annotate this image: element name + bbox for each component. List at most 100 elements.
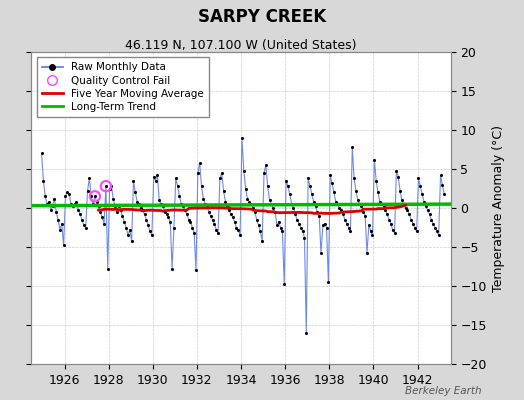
Point (190, 230, 199, 236)
Point (313, 209, 322, 215)
Point (420, 198, 428, 205)
Point (400, 201, 408, 207)
Point (321, 220, 329, 227)
Point (144, 222, 152, 228)
Point (377, 201, 386, 207)
Point (129, 178, 138, 184)
Point (173, 183, 182, 189)
Point (433, 228, 441, 234)
Point (228, 214, 237, 220)
Point (105, 185, 114, 192)
Point (142, 216, 150, 223)
Point (124, 232, 132, 238)
Point (401, 205, 410, 211)
Point (302, 330, 311, 336)
Point (164, 214, 172, 220)
Point (118, 213, 127, 219)
Point (333, 201, 342, 207)
Point (52, 209, 60, 215)
Point (326, 172, 334, 178)
Point (81, 224, 90, 231)
Point (115, 202, 123, 209)
Point (37, 150, 46, 156)
Point (138, 207, 147, 214)
Point (67, 201, 75, 207)
Point (175, 193, 183, 200)
Point (96, 209, 105, 215)
Point (310, 198, 318, 205)
Point (223, 203, 232, 210)
Point (392, 167, 401, 174)
Point (179, 203, 187, 210)
Point (265, 197, 274, 203)
Point (194, 170, 202, 176)
Point (283, 183, 292, 189)
Point (100, 220, 108, 227)
Point (425, 211, 434, 218)
Point (317, 250, 325, 256)
Point (72, 198, 81, 205)
Point (295, 220, 303, 227)
Point (429, 220, 438, 227)
Point (217, 170, 226, 176)
Point (177, 201, 185, 207)
Point (59, 242, 68, 249)
Point (131, 189, 139, 196)
Point (423, 207, 432, 214)
Point (308, 191, 316, 197)
Point (416, 183, 424, 189)
Point (249, 205, 257, 211)
Point (365, 222, 373, 228)
Point (236, 232, 244, 238)
Point (171, 175, 180, 182)
Point (407, 216, 416, 223)
Point (91, 193, 99, 200)
Point (344, 224, 353, 231)
Text: Berkeley Earth: Berkeley Earth (406, 386, 482, 396)
Point (54, 216, 62, 223)
Point (116, 207, 125, 214)
Point (65, 191, 73, 197)
Point (332, 198, 340, 205)
Point (210, 220, 219, 227)
Point (394, 174, 402, 180)
Point (372, 178, 380, 184)
Point (288, 201, 296, 207)
Point (155, 197, 163, 203)
Point (324, 279, 333, 285)
Point (322, 224, 331, 231)
Point (91, 193, 99, 200)
Point (418, 191, 427, 197)
Point (151, 178, 160, 184)
Point (422, 203, 430, 210)
Point (227, 211, 235, 218)
Point (104, 266, 112, 272)
Point (127, 238, 136, 244)
Point (339, 211, 347, 218)
Point (87, 193, 95, 200)
Point (383, 211, 391, 218)
Point (111, 203, 119, 210)
Point (146, 228, 154, 234)
Point (436, 172, 445, 178)
Point (93, 198, 101, 205)
Point (56, 227, 64, 233)
Point (83, 188, 92, 194)
Point (414, 175, 423, 182)
Point (206, 213, 215, 219)
Point (355, 201, 364, 207)
Point (199, 196, 208, 202)
Point (203, 203, 211, 210)
Point (195, 160, 204, 166)
Point (137, 205, 145, 211)
Point (293, 216, 301, 223)
Point (214, 230, 222, 236)
Point (253, 216, 261, 223)
Point (396, 188, 404, 194)
Point (41, 193, 49, 200)
Point (94, 202, 103, 209)
Point (192, 267, 200, 274)
Point (330, 189, 338, 196)
Point (113, 209, 121, 215)
Point (272, 222, 281, 228)
